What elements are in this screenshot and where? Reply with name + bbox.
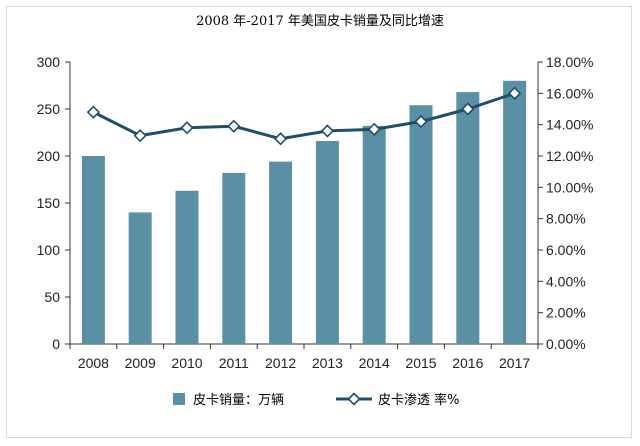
bar-series: [81, 80, 527, 345]
right-tick-label: 4.00%: [546, 273, 586, 289]
legend: 皮卡销量：万辆 皮卡渗透 率%: [173, 392, 460, 408]
line-point: [180, 121, 194, 135]
bar: [175, 190, 199, 344]
legend-line-label: 皮卡渗透 率%: [378, 392, 460, 408]
x-tick-label: 2008: [78, 355, 109, 371]
right-tick-label: 14.00%: [546, 117, 593, 133]
line-point: [86, 105, 101, 119]
bar: [456, 92, 480, 344]
x-tick-label: 2010: [171, 355, 202, 371]
right-tick-label: 16.00%: [546, 85, 593, 101]
right-tick-label: 6.00%: [546, 242, 586, 258]
bar: [128, 212, 152, 344]
x-tick-label: 2017: [499, 355, 530, 371]
bar: [81, 156, 105, 344]
left-tick-label: 50: [44, 289, 60, 305]
x-tick-label: 2009: [125, 355, 156, 371]
line-series: [86, 86, 522, 146]
left-tick-label: 250: [37, 101, 61, 117]
x-tick-label: 2013: [312, 355, 343, 371]
left-tick-label: 150: [37, 195, 61, 211]
line-point: [414, 114, 428, 129]
line-point: [320, 124, 335, 138]
bar: [222, 172, 246, 344]
series-line: [92, 91, 516, 141]
x-tick-label: 2011: [219, 355, 249, 371]
bar: [409, 105, 433, 345]
right-tick-label: 18.00%: [546, 54, 593, 70]
line-point: [367, 122, 381, 136]
x-tick-label: 2014: [359, 355, 390, 371]
left-tick-label: 200: [37, 148, 61, 164]
axes: 0 50 100 150 200 250 300 0.00% 2.00% 4.00% 6.00% 8.…: [37, 54, 594, 371]
x-tick-label: 2015: [405, 355, 436, 371]
legend-bar-label: 皮卡销量：万辆: [193, 393, 284, 408]
chart-title: 2008 年-2017 年美国皮卡销量及同比增速: [196, 14, 444, 29]
line-point: [273, 132, 288, 146]
bar: [269, 161, 293, 344]
left-tick-label: 300: [37, 54, 61, 70]
left-tick-label: 0: [52, 336, 60, 352]
right-tick-label: 8.00%: [546, 211, 586, 227]
x-tick-label: 2012: [265, 355, 296, 371]
x-tick-label: 2016: [452, 355, 483, 371]
left-tick-label: 100: [37, 242, 61, 258]
line-point: [133, 129, 147, 143]
bar: [362, 125, 386, 344]
right-tick-label: 2.00%: [546, 305, 586, 321]
line-point: [507, 86, 522, 100]
bar: [503, 80, 527, 345]
bar: [315, 140, 339, 344]
legend-line-marker: [347, 392, 361, 406]
line-point: [461, 102, 475, 116]
right-tick-label: 10.00%: [546, 179, 593, 195]
line-point: [227, 119, 241, 133]
right-tick-label: 12.00%: [546, 148, 593, 164]
legend-bar-swatch: [173, 393, 185, 405]
right-tick-label: 0.00%: [546, 336, 586, 352]
